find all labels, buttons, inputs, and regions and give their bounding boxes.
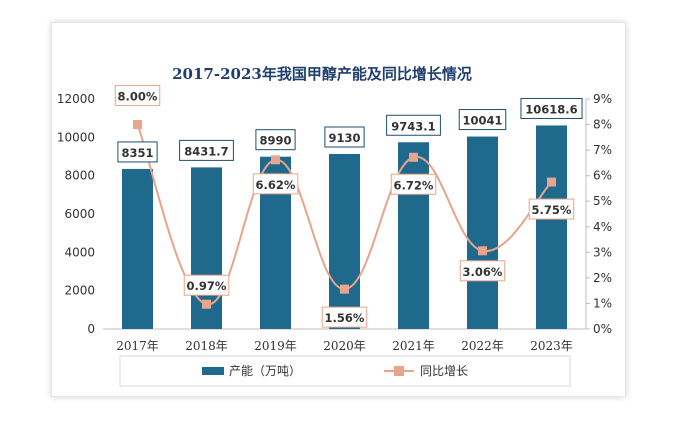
bar-value-label: 9130 xyxy=(328,131,360,145)
category-label: 2019年 xyxy=(254,339,297,353)
legend: 产能（万吨） 同比增长 xyxy=(119,355,571,387)
category-label: 2021年 xyxy=(392,339,435,353)
left-tick-label: 10000 xyxy=(57,130,95,144)
bar-value-box xyxy=(520,97,583,119)
capacity-bar xyxy=(467,136,498,329)
bars xyxy=(122,125,567,329)
growth-value-label: 5.75% xyxy=(532,203,572,217)
growth-value-label: 6.72% xyxy=(394,178,434,192)
legend-box xyxy=(119,355,571,387)
bar-value-box xyxy=(255,129,296,151)
capacity-bar xyxy=(398,142,429,329)
left-tick-label: 4000 xyxy=(64,245,95,259)
right-tick-label: 2% xyxy=(593,271,612,285)
growth-labels: 8.00% 0.97% 6.62% 1.56% 6.72% 3.06% 5.75% xyxy=(114,85,575,328)
legend-bar-label: 产能（万吨） xyxy=(229,364,301,378)
right-tick-label: 9% xyxy=(593,92,612,106)
bar-value-label: 10618.6 xyxy=(525,102,577,116)
right-axis: 0% 1% 2% 3% 4% 5% 6% 7% 8% 9% xyxy=(585,92,612,336)
growth-value-box xyxy=(459,260,506,282)
right-tick-label: 7% xyxy=(593,143,612,157)
growth-marker xyxy=(133,120,142,130)
growth-value-box xyxy=(252,173,299,195)
bar-value-box xyxy=(386,114,441,136)
left-tick-label: 2000 xyxy=(64,284,95,298)
right-tick-label: 8% xyxy=(593,118,612,132)
growth-marker xyxy=(202,299,211,309)
right-tick-label: 3% xyxy=(593,245,612,259)
right-tick-label: 6% xyxy=(593,169,612,183)
bar-value-box xyxy=(117,141,158,163)
growth-value-box xyxy=(321,306,368,328)
left-tick-label: 0 xyxy=(87,322,95,336)
growth-line-series xyxy=(133,120,556,309)
left-tick-label: 6000 xyxy=(64,207,95,221)
capacity-bar xyxy=(122,168,153,329)
left-axis: 0 2000 4000 6000 8000 10000 12000 xyxy=(57,92,95,336)
growth-value-box xyxy=(114,85,161,107)
category-label: 2018年 xyxy=(185,339,228,353)
left-tick-label: 12000 xyxy=(57,92,95,106)
bar-value-box xyxy=(324,126,365,148)
growth-marker xyxy=(478,246,487,256)
left-tick-label: 8000 xyxy=(64,169,95,183)
growth-value-box xyxy=(390,173,437,195)
category-label: 2022年 xyxy=(461,339,504,353)
capacity-bar xyxy=(329,154,360,329)
growth-marker xyxy=(271,155,280,165)
bar-value-box xyxy=(179,139,234,161)
growth-marker xyxy=(409,152,418,162)
chart-title: 2017-2023年我国甲醇产能及同比增长情况 xyxy=(172,65,472,83)
growth-marker xyxy=(340,284,349,294)
bar-value-box xyxy=(458,109,507,131)
bar-value-label: 10041 xyxy=(462,114,502,128)
legend-line-marker xyxy=(394,366,404,376)
bar-value-label: 8431.7 xyxy=(184,144,228,158)
bar-value-label: 8351 xyxy=(121,146,153,160)
right-tick-label: 0% xyxy=(593,322,612,336)
bar-value-label: 8990 xyxy=(259,134,291,148)
x-axis: 2017年 2018年 2019年 2020年 2021年 2022年 2023年 xyxy=(103,328,586,353)
right-tick-label: 5% xyxy=(593,194,612,208)
legend-bar-swatch xyxy=(202,367,224,375)
category-label: 2017年 xyxy=(116,339,159,353)
category-label: 2020年 xyxy=(323,339,366,353)
growth-value-label: 3.06% xyxy=(463,265,503,279)
right-tick-label: 1% xyxy=(593,296,612,310)
growth-marker xyxy=(547,177,556,187)
growth-value-box xyxy=(183,274,230,296)
growth-value-label: 1.56% xyxy=(325,311,365,325)
capacity-bar xyxy=(536,125,567,329)
growth-value-box xyxy=(528,198,575,220)
legend-line-label: 同比增长 xyxy=(420,364,468,378)
growth-value-label: 0.97% xyxy=(187,279,227,293)
bar-value-label: 9743.1 xyxy=(391,119,435,133)
right-tick-label: 4% xyxy=(593,220,612,234)
bar-labels: 8351 8431.7 8990 9130 9743.1 10041 10618.6 xyxy=(117,97,583,163)
chart-card: 2017-2023年我国甲醇产能及同比增长情况 0 2000 4000 6000 800… xyxy=(51,22,626,397)
chart-svg: 2017-2023年我国甲醇产能及同比增长情况 0 2000 4000 6000 800… xyxy=(57,65,612,387)
category-label: 2023年 xyxy=(530,339,573,353)
growth-value-label: 6.62% xyxy=(256,178,296,192)
growth-value-label: 8.00% xyxy=(118,90,158,104)
